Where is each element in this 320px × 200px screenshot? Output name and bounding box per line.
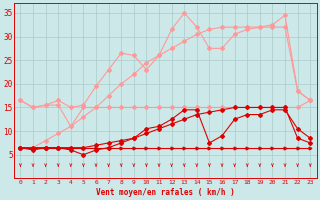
X-axis label: Vent moyen/en rafales ( km/h ): Vent moyen/en rafales ( km/h ) bbox=[96, 188, 235, 197]
